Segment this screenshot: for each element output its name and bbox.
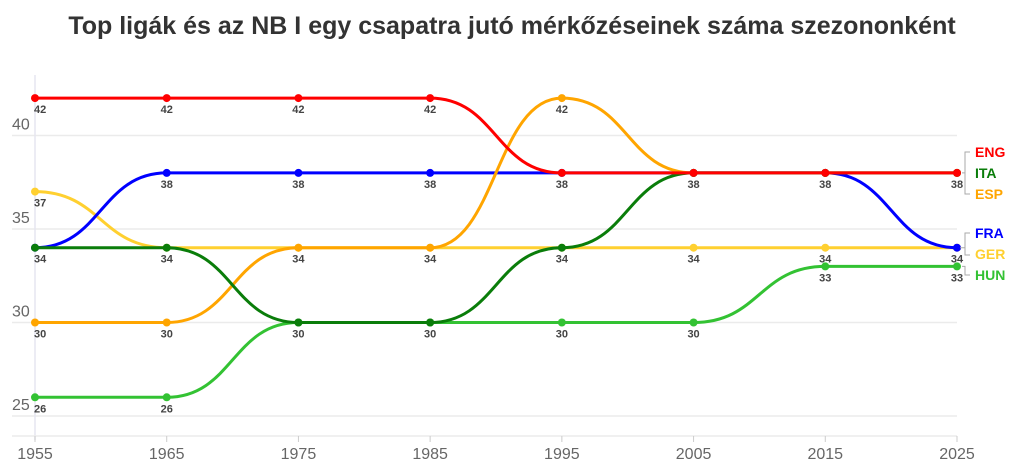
legend-eng: ENG	[975, 144, 1005, 160]
y-tick-label: 35	[12, 210, 30, 227]
data-label: 34	[34, 254, 47, 266]
data-label: 34	[687, 254, 700, 266]
series-line-eng	[35, 96, 957, 175]
data-label: 30	[556, 329, 568, 341]
legend-fra: FRA	[975, 225, 1004, 241]
data-point-hun	[689, 318, 698, 327]
data-label: 42	[34, 104, 46, 116]
data-point-eng	[557, 168, 566, 177]
data-label: 33	[819, 272, 831, 284]
data-label: 38	[161, 179, 173, 191]
data-point-hun	[31, 393, 39, 402]
data-point-eng	[821, 168, 830, 177]
data-point-eng	[294, 94, 303, 103]
data-point-esp	[426, 243, 435, 252]
data-point-ita	[294, 318, 303, 327]
legend-bracket	[960, 232, 970, 256]
legend-bracket	[962, 265, 970, 276]
data-label: 42	[161, 104, 173, 116]
data-point-hun	[821, 262, 830, 271]
data-label: 37	[34, 198, 46, 210]
data-label: 33	[951, 272, 963, 284]
data-point-fra	[162, 168, 171, 177]
data-label: 30	[424, 329, 436, 341]
chart-title: Top ligák és az NB I egy csapatra jutó m…	[68, 12, 956, 40]
x-tick-label: 1965	[149, 446, 185, 463]
y-tick-label: 40	[12, 117, 30, 134]
data-point-esp	[31, 318, 39, 327]
data-label: 30	[687, 329, 699, 341]
data-point-ita	[162, 243, 171, 252]
x-tick-label: 1955	[17, 446, 53, 463]
data-label: 38	[819, 179, 831, 191]
data-label: 34	[819, 254, 832, 266]
data-point-fra	[953, 243, 961, 252]
data-label: 38	[424, 179, 436, 191]
data-point-ger	[689, 243, 698, 252]
series-line-esp	[35, 96, 957, 324]
data-point-ita	[426, 318, 435, 327]
data-point-eng	[953, 168, 961, 177]
x-tick-label: 2015	[807, 446, 843, 463]
data-label: 26	[161, 403, 173, 415]
data-point-esp	[294, 243, 303, 252]
data-label: 38	[556, 179, 568, 191]
data-label: 42	[556, 104, 568, 116]
data-label: 34	[292, 254, 305, 266]
data-point-ger	[31, 187, 39, 196]
data-point-esp	[162, 318, 171, 327]
data-label: 30	[161, 329, 173, 341]
data-label: 26	[34, 403, 46, 415]
legend-hun: HUN	[975, 267, 1005, 283]
series-line-ger	[34, 190, 957, 250]
data-point-hun	[953, 262, 961, 271]
data-label: 34	[161, 254, 174, 266]
data-label: 34	[556, 254, 569, 266]
data-label: 38	[292, 179, 304, 191]
data-label: 34	[951, 254, 964, 266]
y-tick-label: 25	[12, 397, 30, 414]
data-label: 42	[292, 104, 304, 116]
data-point-fra	[294, 168, 303, 177]
data-point-ita	[31, 243, 39, 252]
data-label: 38	[687, 179, 699, 191]
data-point-hun	[162, 393, 171, 402]
legend-ger: GER	[975, 246, 1005, 262]
data-point-fra	[426, 168, 435, 177]
data-point-hun	[557, 318, 566, 327]
data-label: 30	[292, 329, 304, 341]
data-label: 42	[424, 104, 436, 116]
data-point-ger	[821, 243, 830, 252]
series-line-hun	[35, 264, 957, 399]
y-tick-label: 30	[12, 304, 30, 321]
data-point-eng	[162, 94, 171, 103]
legend-ita: ITA	[975, 165, 997, 181]
x-tick-label: 1995	[544, 446, 580, 463]
data-label: 30	[34, 329, 46, 341]
data-point-esp	[557, 94, 566, 103]
x-tick-label: 1975	[281, 446, 317, 463]
legend-esp: ESP	[975, 186, 1003, 202]
x-tick-label: 2025	[939, 446, 975, 463]
data-point-eng	[31, 94, 39, 103]
x-tick-label: 2005	[676, 446, 712, 463]
data-point-eng	[426, 94, 435, 103]
data-label: 38	[951, 179, 963, 191]
legend-bracket	[962, 151, 970, 195]
data-label: 34	[424, 254, 437, 266]
data-point-ita	[557, 243, 566, 252]
x-tick-label: 1985	[412, 446, 448, 463]
data-point-eng	[689, 168, 698, 177]
